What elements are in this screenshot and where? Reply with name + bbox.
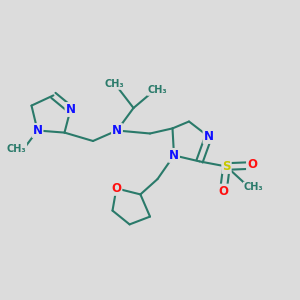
Text: CH₃: CH₃ [7,143,26,154]
Text: CH₃: CH₃ [104,79,124,89]
Text: N: N [65,103,76,116]
Text: N: N [112,124,122,137]
Text: N: N [169,149,179,162]
Text: N: N [203,130,214,143]
Text: CH₃: CH₃ [148,85,167,95]
Text: O: O [247,158,257,171]
Text: CH₃: CH₃ [244,182,263,193]
Text: O: O [218,184,229,198]
Text: O: O [111,182,122,195]
Text: N: N [32,124,43,137]
Text: S: S [222,160,231,173]
